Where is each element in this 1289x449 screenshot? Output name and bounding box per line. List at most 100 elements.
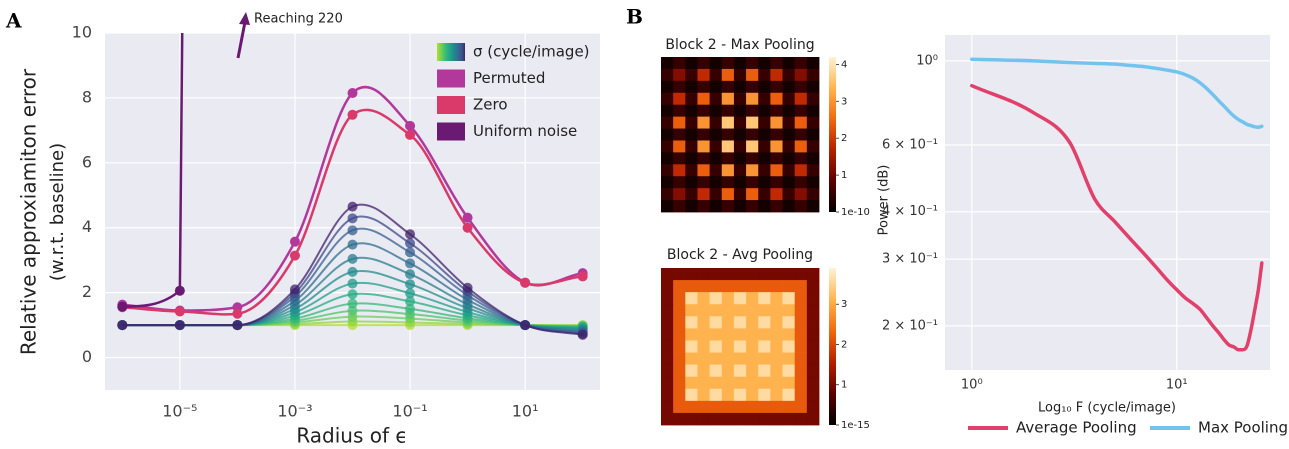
heatmap-cell (758, 412, 771, 426)
heatmap-cell (806, 364, 820, 378)
heatmap-cell (661, 152, 674, 165)
heatmap-cell (733, 352, 747, 366)
point (289, 236, 300, 247)
heatmap-cell (685, 328, 698, 341)
annotation-text: Reaching 220 (254, 12, 343, 27)
heatmap-cell (709, 92, 723, 106)
heatmap-cell (782, 128, 796, 141)
heatmap-cell (697, 364, 711, 378)
heatmap-cell (733, 400, 747, 414)
heatmap-cell (709, 80, 723, 94)
heatmap-cell (794, 200, 808, 213)
heatmap-cell (794, 92, 808, 106)
y-tick-label: 0 (82, 347, 92, 366)
heatmap-cell (721, 140, 735, 153)
legend-label: Zero (473, 96, 508, 114)
heatmap-cell (709, 116, 723, 129)
heatmap-cell (733, 200, 747, 213)
heatmap-cell (733, 164, 747, 177)
colorbar-tick-label: 3 (841, 299, 847, 310)
heatmap-cell (721, 292, 735, 305)
heatmap-cell (673, 388, 686, 402)
colorbar-tick-label: 2 (841, 339, 847, 350)
heatmap-cell (661, 376, 674, 390)
legend-label: Average Pooling (1016, 419, 1137, 437)
heatmap-cell (721, 340, 735, 353)
point (347, 305, 358, 316)
heatmap-cell (721, 152, 735, 165)
heatmap-cell (661, 400, 674, 414)
heatmap-cell (806, 116, 820, 129)
heatmap-cell (709, 388, 723, 402)
heatmap-cell (758, 304, 771, 317)
heatmap-cell (806, 316, 820, 329)
heatmap-cell (746, 268, 759, 281)
point (405, 229, 416, 240)
heatmap-cell (794, 140, 808, 153)
heatmap-cell (770, 140, 783, 153)
heatmap-cell (782, 268, 796, 281)
heatmap-cell (758, 68, 771, 82)
heatmap-cell (673, 188, 686, 201)
heatmap-cell (721, 304, 735, 317)
heatmap-cell (758, 140, 771, 153)
point (462, 212, 473, 223)
heatmap-cell (770, 116, 783, 129)
heatmap-cell (770, 376, 783, 390)
heatmap-cell (782, 152, 796, 165)
heatmap-cell (661, 104, 674, 118)
heatmap-cell (697, 140, 711, 153)
point (405, 247, 416, 258)
heatmap-cell (758, 280, 771, 293)
heatmap-cell (673, 364, 686, 378)
heatmap-cell (697, 188, 711, 201)
point (577, 329, 588, 340)
heatmap-cell (673, 104, 686, 118)
heatmap-cell (661, 352, 674, 366)
legend-swatch (437, 69, 465, 88)
heatmap-cell (709, 340, 723, 353)
heatmap-cell (733, 80, 747, 94)
heatmap-cell (758, 376, 771, 390)
heatmap-cell (685, 140, 698, 153)
heatmap-cell (758, 340, 771, 353)
point (347, 88, 358, 99)
heatmap-cell (746, 412, 759, 426)
heatmap-cell (697, 57, 711, 70)
heatmap-cell (673, 340, 686, 353)
heatmap-cell (806, 176, 820, 189)
heatmap-cell (709, 292, 723, 305)
heatmap-cell (794, 128, 808, 141)
heatmap-cell (758, 316, 771, 329)
point (232, 308, 243, 319)
heatmap-cell (806, 292, 820, 305)
heatmap-cell (661, 116, 674, 129)
heatmap-cell (794, 68, 808, 82)
heatmap-cell (794, 57, 808, 70)
heatmap-cell (673, 116, 686, 129)
heatmap-cell (733, 316, 747, 329)
heatmap-cell (770, 188, 783, 201)
point (405, 279, 416, 290)
heatmap-cell (746, 164, 759, 177)
heatmap-cell (770, 176, 783, 189)
point (174, 306, 185, 317)
heatmap-cell (661, 292, 674, 305)
x-tick-label: 10⁻³ (277, 402, 312, 421)
heatmap-cell (806, 68, 820, 82)
heatmap-cell (673, 292, 686, 305)
heatmap-cell (746, 316, 759, 329)
point (347, 253, 358, 264)
point (520, 277, 531, 288)
y-axis-label: Relative approxiamiton error (17, 68, 41, 355)
heatmap-cell (685, 116, 698, 129)
heatmap-cell (721, 328, 735, 341)
heatmap-cell (770, 352, 783, 366)
heatmap-cell (794, 176, 808, 189)
heatmap-cell (661, 57, 674, 70)
point (405, 129, 416, 140)
legend-label: Uniform noise (473, 122, 577, 140)
heatmap-cell (697, 388, 711, 402)
heatmap-cell (806, 376, 820, 390)
heatmap-cell (673, 412, 686, 426)
